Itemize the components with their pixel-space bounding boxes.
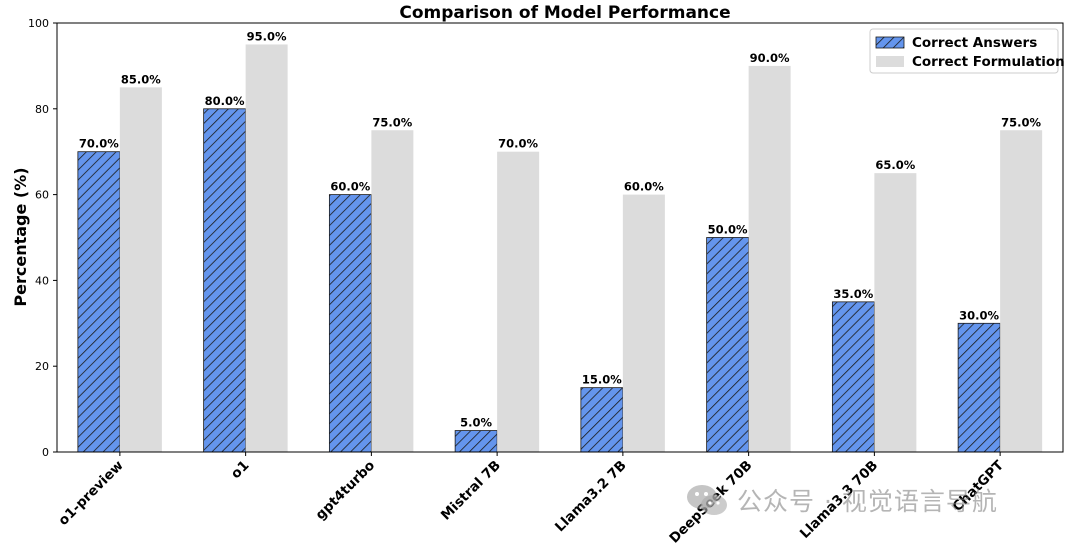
y-tick-label: 20	[35, 360, 49, 373]
bar-correct-formulation-5	[748, 65, 791, 453]
bar-correct-answers-4	[580, 387, 624, 453]
data-label: 65.0%	[875, 158, 915, 172]
x-tick-label: Llama3.2 7B	[552, 458, 630, 536]
bar-correct-formulation-6	[874, 173, 917, 452]
x-tick-label: o1	[228, 458, 253, 483]
bar-correct-formulation-7	[1000, 130, 1043, 452]
x-tick-label: o1-preview	[55, 458, 126, 529]
y-tick-label: 80	[35, 103, 49, 116]
data-label: 70.0%	[79, 137, 119, 151]
y-tick-label: 100	[28, 17, 49, 30]
data-label: 75.0%	[372, 115, 412, 129]
legend-swatch	[876, 56, 904, 67]
legend-box	[869, 28, 1059, 74]
data-label: 85.0%	[121, 72, 161, 86]
watermark-text: 公众号 · 视觉语言导航	[737, 487, 998, 516]
data-label: 15.0%	[582, 373, 622, 387]
y-tick-label: 40	[35, 274, 49, 287]
legend-entry: Correct Answers	[912, 35, 1037, 51]
data-label: 90.0%	[750, 51, 790, 65]
data-label: 95.0%	[247, 29, 287, 43]
legend-swatch	[875, 36, 905, 49]
data-label: 70.0%	[498, 137, 538, 151]
bar-correct-answers-0	[77, 151, 121, 453]
wechat-icon	[685, 482, 729, 518]
y-tick-label: 0	[42, 446, 49, 459]
bar-correct-formulation-4	[622, 194, 665, 452]
bar-correct-formulation-3	[497, 151, 540, 452]
bar-correct-formulation-2	[371, 130, 414, 452]
data-label: 80.0%	[205, 94, 245, 108]
y-axis-label: Percentage (%)	[11, 167, 30, 306]
legend-entry: Correct Formulation	[912, 54, 1065, 70]
bar-correct-answers-6	[831, 301, 875, 453]
x-tick-label: gpt4turbo	[313, 458, 379, 524]
data-label: 60.0%	[330, 180, 370, 194]
bar-correct-answers-5	[706, 237, 750, 453]
legend: Correct Answers Correct Formulation	[869, 28, 1065, 74]
watermark: 公众号 · 视觉语言导航	[685, 478, 998, 522]
bar-correct-formulation-1	[245, 44, 288, 452]
bar-correct-answers-2	[328, 194, 372, 453]
data-label: 30.0%	[959, 308, 999, 322]
bar-correct-answers-7	[957, 322, 1001, 453]
data-label: 5.0%	[460, 416, 492, 430]
bar-correct-answers-3	[454, 430, 498, 453]
value-labels-group: 70.0% 85.0% 80.0% 95.0% 60.0% 75.0% 5.0% 70.0% 1…	[79, 29, 1042, 429]
bar-correct-answers-1	[203, 108, 247, 453]
data-label: 60.0%	[624, 180, 664, 194]
x-tick-label: Mistral 7B	[438, 458, 504, 524]
plot-frame	[56, 22, 1064, 453]
data-label: 75.0%	[1001, 115, 1041, 129]
chart-title: Comparison of Model Performance	[399, 3, 730, 23]
bar-correct-formulation-0	[119, 87, 162, 452]
data-label: 50.0%	[708, 223, 748, 237]
bars-group	[77, 44, 1043, 453]
data-label: 35.0%	[833, 287, 873, 301]
y-tick-label: 60	[35, 189, 49, 202]
